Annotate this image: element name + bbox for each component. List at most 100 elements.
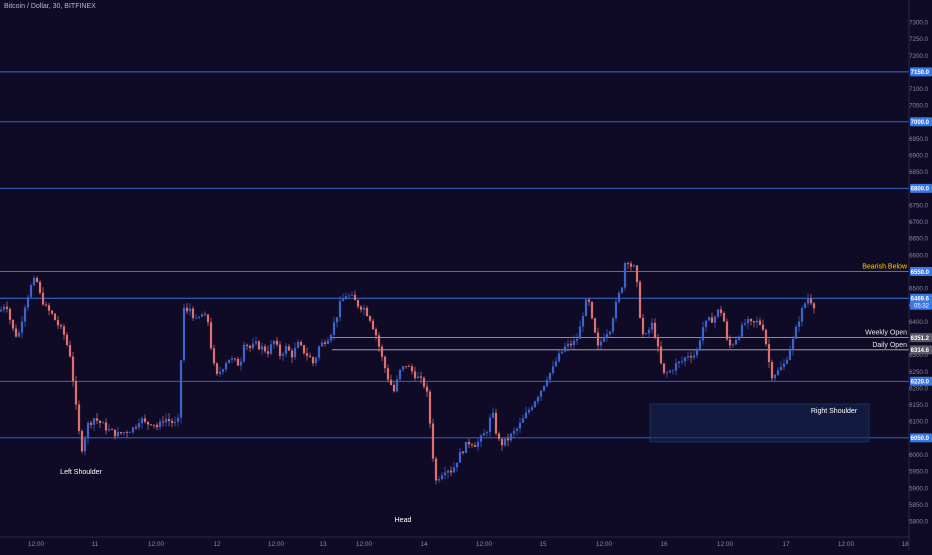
candle-body [533, 401, 537, 408]
candle-body [767, 344, 771, 363]
candle-body [353, 294, 357, 301]
candle-body [200, 314, 204, 317]
candle-body [257, 341, 261, 350]
candle-body [203, 314, 207, 316]
x-tick-label: 18 [901, 541, 909, 548]
candle-body [485, 432, 489, 434]
candle-body [263, 346, 267, 352]
candle-body [518, 422, 522, 429]
candle-body [593, 318, 597, 333]
candle-body [404, 366, 408, 367]
candle-body [458, 451, 462, 463]
candle-body [476, 441, 480, 447]
candle-body [239, 361, 243, 366]
candle-body [50, 310, 54, 314]
candle-body [86, 422, 90, 439]
y-tick-label: 6500.0 [909, 286, 928, 293]
price-axis[interactable]: 7300.0 7250.0 7200.0 7100.0 7050.0 6950.0 6900… [908, 0, 932, 550]
candle-body [734, 339, 738, 345]
candle-body [800, 307, 804, 322]
candle-body [47, 305, 51, 311]
head-label: Head [395, 517, 412, 524]
candle-body [536, 397, 540, 402]
y-tick-label: 6400.0 [909, 319, 928, 326]
candle-body [617, 292, 621, 302]
y-tick-label: 5900.0 [909, 485, 928, 492]
candle-body [710, 317, 714, 323]
candle-body [761, 324, 765, 330]
candle-body [392, 384, 396, 392]
x-tick-label: 15 [539, 541, 547, 548]
candle-body [461, 451, 465, 454]
candle-body [242, 344, 246, 362]
candle-body [575, 338, 579, 341]
candle-body [299, 342, 303, 346]
candle-body [146, 421, 150, 425]
candle-body [221, 369, 225, 372]
annotation-badge-0-text: 6351.2 [911, 336, 930, 342]
candle-body [287, 346, 291, 351]
candle-body [803, 303, 807, 308]
candle-body [785, 359, 789, 364]
y-tick-label: 6300.0 [909, 352, 928, 359]
candle-body [587, 299, 591, 302]
candle-body [269, 344, 273, 354]
candle-body [359, 306, 363, 310]
candle-body [419, 376, 423, 378]
candle-body [275, 340, 279, 345]
candle-body [245, 344, 249, 346]
x-tick-label: 12:00 [596, 541, 613, 548]
y-tick-label: 6150.0 [909, 402, 928, 409]
level-badge-4-subtext: 05:32 [914, 304, 930, 310]
candle-body [191, 308, 195, 319]
candle-body [29, 285, 33, 298]
candle-body [158, 421, 162, 428]
candle-body [77, 404, 81, 432]
x-tick-label: 12:00 [356, 541, 373, 548]
x-tick-label: 12:00 [28, 541, 45, 548]
candle-body [632, 265, 636, 267]
candle-body [233, 358, 237, 360]
candle-body [482, 433, 486, 436]
y-tick-label: 6650.0 [909, 236, 928, 243]
candle-body [380, 346, 384, 357]
candle-body [62, 326, 66, 335]
x-tick-label: 16 [660, 541, 668, 548]
candle-body [227, 359, 231, 364]
candle-body [479, 435, 483, 442]
y-tick-label: 7250.0 [909, 36, 928, 43]
candle-body [26, 297, 30, 308]
candle-body [743, 323, 747, 325]
candle-body [305, 353, 309, 356]
left-shoulder-label: Left Shoulder [60, 469, 102, 476]
candle-body [80, 431, 84, 452]
candle-body [44, 304, 48, 306]
candle-body [524, 412, 528, 419]
candle-body [374, 329, 378, 336]
candle-body [425, 386, 429, 392]
candle-body [326, 340, 330, 344]
candle-body [779, 366, 783, 371]
candle-body [2, 306, 6, 310]
candle-body [557, 353, 561, 362]
level-badge-6 [910, 433, 932, 443]
candle-body [707, 317, 711, 321]
y-tick-label: 6850.0 [909, 169, 928, 176]
candle-body [134, 427, 138, 429]
right-shoulder-zone [649, 403, 870, 443]
candle-body [791, 338, 795, 350]
x-tick-label: 12 [213, 541, 221, 548]
candle-body [170, 420, 174, 423]
time-axis[interactable]: 12:00 11 12:00 12 12:00 13 12:00 14 12:00 15 12:00… [0, 536, 909, 548]
candle-body [554, 361, 558, 367]
candle-body [638, 282, 642, 318]
candle-body [488, 417, 492, 433]
daily-open-label: Daily Open [872, 342, 907, 349]
candle-body [164, 419, 168, 423]
candle-body [104, 422, 108, 431]
candle-body [509, 433, 513, 441]
candle-body [188, 308, 192, 312]
candle-body [749, 318, 753, 322]
